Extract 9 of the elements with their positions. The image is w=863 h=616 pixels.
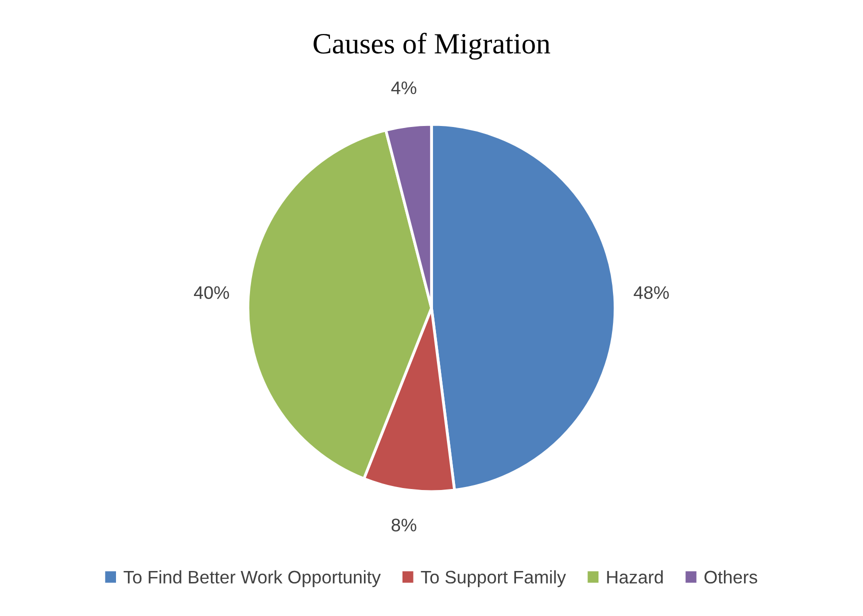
legend-label: To Support Family — [420, 570, 566, 588]
data-label: 8% — [392, 518, 416, 532]
legend-label: Others — [704, 570, 758, 584]
data-label: 48% — [634, 286, 669, 300]
legend-label: To Find Better Work Opportunity — [124, 570, 381, 588]
chart-title: Causes of Migration — [314, 32, 550, 60]
data-label: 4% — [391, 82, 416, 94]
legend-label: Hazard — [607, 570, 663, 584]
data-label: 40% — [194, 286, 230, 300]
